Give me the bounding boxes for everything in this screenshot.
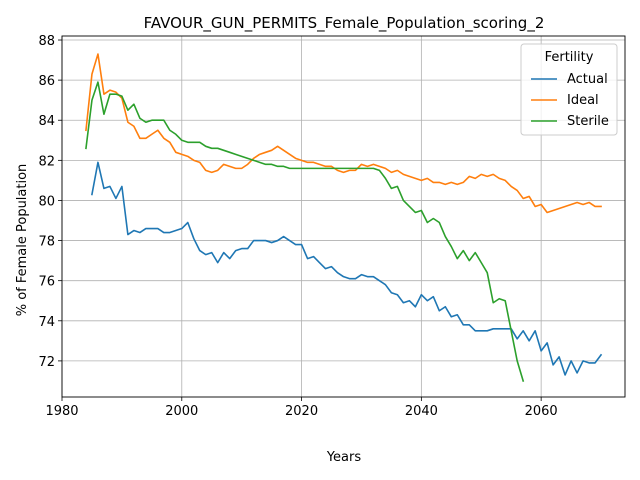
- series-layer: [85, 53, 603, 382]
- x-tick-label: 2000: [165, 404, 198, 419]
- y-tick-label: 82: [38, 154, 55, 169]
- x-tick-label: 2060: [525, 404, 558, 419]
- series-line-ideal: [85, 53, 602, 214]
- y-tick-label: 88: [38, 34, 55, 49]
- axes-border: [61, 35, 626, 398]
- y-tick-label: 80: [38, 194, 55, 209]
- legend-label-actual: Actual: [567, 72, 608, 87]
- y-tick-label: 78: [38, 235, 55, 250]
- y-axis-label: % of Female Population: [15, 164, 30, 317]
- y-tick-label: 72: [38, 355, 55, 370]
- x-axis-label: Years: [326, 450, 362, 465]
- x-axis: 1980 2000 2020 2040 2060: [45, 397, 558, 419]
- y-tick-label: 84: [38, 114, 55, 129]
- x-tick-label: 2020: [285, 404, 318, 419]
- y-axis: 72 74 76 78 80 82 84 86 88: [38, 34, 62, 370]
- legend: Fertility Actual Ideal Sterile: [520, 43, 618, 136]
- legend-title: Fertility: [545, 50, 594, 65]
- y-tick-label: 76: [38, 275, 55, 290]
- legend-box: [520, 43, 618, 136]
- legend-items: Actual Ideal Sterile: [531, 72, 609, 129]
- axes-frame: [61, 35, 626, 398]
- x-tick-label: 1980: [45, 404, 78, 419]
- series-line-actual: [91, 161, 603, 376]
- series-line-sterile: [85, 81, 525, 382]
- y-tick-label: 86: [38, 74, 55, 89]
- legend-label-sterile: Sterile: [567, 114, 609, 129]
- legend-label-ideal: Ideal: [567, 93, 599, 108]
- y-tick-label: 74: [38, 315, 55, 330]
- x-tick-label: 2040: [405, 404, 438, 419]
- chart-title: FAVOUR_GUN_PERMITS_Female_Population_sco…: [144, 14, 545, 33]
